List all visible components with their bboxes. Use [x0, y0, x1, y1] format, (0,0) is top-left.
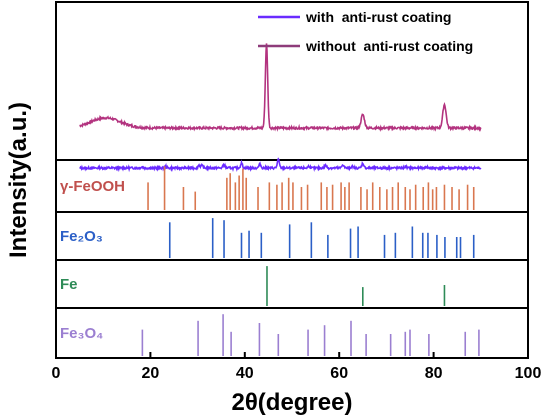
legend-label-with: with anti-rust coating — [305, 9, 451, 25]
legend-label-without: without anti-rust coating — [305, 38, 473, 54]
reference-label: Fe₃O₄ — [60, 325, 103, 342]
panel-frames: 0 20 40 60 80 100 — [52, 1, 542, 382]
x-axis-label: 2θ(degree) — [231, 389, 352, 416]
x-tick-label: 80 — [425, 365, 443, 382]
reference-label: γ-FeOOH — [60, 178, 125, 195]
y-axis-label: Intensity(a.u.) — [5, 102, 32, 258]
xrd-pattern-without-coating — [79, 43, 482, 133]
x-tick-label: 0 — [52, 365, 61, 382]
x-tick-label: 40 — [236, 365, 254, 382]
plot-frame — [55, 1, 529, 359]
x-tick-label: 100 — [515, 365, 542, 382]
x-tick-label: 20 — [142, 365, 160, 382]
xrd-pattern-with-coating — [79, 157, 482, 173]
legend: with anti-rust coating without anti-rust… — [258, 9, 473, 54]
x-tick-label: 60 — [330, 365, 348, 382]
reference-label: Fe₂O₃ — [60, 228, 103, 245]
plot-area: γ-FeOOH Fe₂O₃ Fe Fe₃O₄ — [60, 43, 482, 356]
reference-label: Fe — [60, 276, 78, 293]
